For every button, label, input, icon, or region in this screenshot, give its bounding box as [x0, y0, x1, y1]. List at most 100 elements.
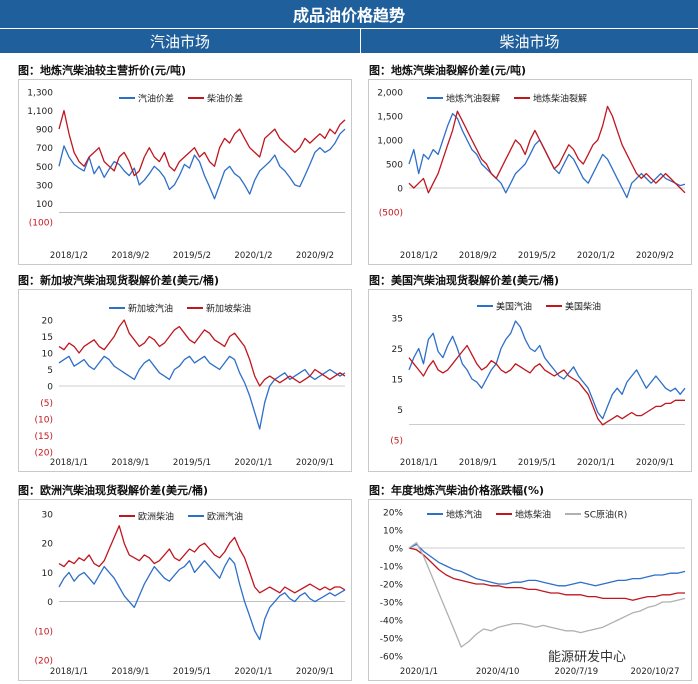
y-tick-label: (10): [35, 627, 53, 637]
chart-title-crack-cny: 图：地炼汽柴油裂解价差(元/吨): [369, 64, 527, 77]
x-tick-label: 2020/1/1: [234, 458, 272, 468]
x-tick-label: 2020/1/1: [234, 667, 272, 677]
y-tick-label: 0: [47, 598, 53, 608]
y-tick-label: 900: [36, 126, 53, 136]
gasoline-market-header: 汽油市场: [0, 28, 360, 53]
legend-label: SC原油(R): [584, 509, 627, 521]
chart-europe: 30 20 10 0 (10) (20)2018/1/1 2018/9/1 2019/5/1 2…: [35, 511, 346, 677]
legend-label: 欧洲柴油: [138, 511, 174, 523]
y-tick-label: -40%: [380, 617, 404, 627]
legend-label: 柴油价差: [207, 93, 243, 105]
y-tick-label: 25: [392, 345, 403, 355]
x-tick-label: 2020/9/1: [636, 458, 674, 468]
legend-label: 新加坡汽油: [128, 303, 173, 315]
series-line-1: [408, 344, 685, 426]
series-line-1: [58, 109, 346, 177]
series-line-1: [408, 547, 685, 601]
page-title: 成品油价格趋势: [0, 0, 698, 28]
y-tick-label: 0: [47, 383, 53, 393]
x-tick-label: 2020/1/1: [577, 458, 615, 468]
y-tick-label: 0%: [389, 545, 404, 555]
x-tick-label: 2020/10/27: [631, 667, 680, 677]
y-tick-label: 10%: [383, 527, 403, 537]
x-tick-label: 2018/9/2: [111, 251, 149, 261]
y-tick-label: (10): [35, 416, 53, 426]
legend-label: 欧洲汽油: [207, 511, 243, 523]
x-tick-label: 2018/1/2: [400, 251, 438, 261]
x-tick-label: 2018/1/2: [50, 251, 88, 261]
y-tick-label: -30%: [380, 599, 404, 609]
y-tick-label: -10%: [380, 563, 404, 573]
watermark-text: 能源研发中心: [548, 650, 627, 665]
diesel-market-header: 柴油市场: [361, 28, 698, 53]
x-tick-label: 2020/9/1: [296, 458, 334, 468]
y-tick-label: (15): [35, 432, 53, 442]
x-tick-label: 2018/9/1: [111, 667, 149, 677]
x-tick-label: 2019/5/1: [518, 458, 556, 468]
series-line-0: [408, 543, 686, 587]
chart-title-us: 图：美国汽柴油现货裂解价差(美元/桶): [369, 274, 560, 287]
legend-label: 美国柴油: [565, 301, 601, 313]
x-tick-label: 2020/1/1: [400, 667, 438, 677]
x-tick-label: 2018/9/1: [459, 458, 497, 468]
legend-label: 地炼汽油: [446, 509, 482, 521]
chart-title-singapore: 图：新加坡汽柴油现货裂解价差(美元/桶): [18, 274, 220, 287]
y-tick-label: 2,000: [377, 89, 403, 99]
y-tick-label: 1,100: [27, 107, 53, 117]
chart-us: 35 25 15 5 (5) 2018/1/1 2018/9/1 2019/5/1 2020/1…: [390, 301, 686, 468]
y-tick-label: (500): [379, 209, 403, 219]
y-tick-label: 20: [42, 317, 54, 327]
y-tick-label: -60%: [380, 653, 404, 663]
x-tick-label: 2020/1/2: [577, 251, 615, 261]
y-tick-label: 500: [386, 161, 403, 171]
x-tick-label: 2020/9/2: [296, 251, 334, 261]
y-tick-label: 5: [397, 406, 403, 416]
y-tick-label: (20): [35, 657, 53, 667]
chart-panel-annual-change: 20% 10% 0% -10% -20% -30% -40% -50% -60% 2020/1/1…: [368, 499, 692, 681]
chart-panel-crack-cny: 2,000 1,500 1,000 500 0 (500) 2018/1/2 2018/9/2…: [368, 79, 692, 265]
x-tick-label: 2018/9/2: [459, 251, 497, 261]
y-tick-label: (100): [29, 219, 53, 229]
x-tick-label: 2019/5/2: [173, 251, 211, 261]
series-line-1: [408, 105, 686, 194]
y-tick-label: (5): [390, 437, 403, 447]
chart-crack-cny: 2,000 1,500 1,000 500 0 (500) 2018/1/2 2018/9/2…: [377, 89, 686, 261]
y-tick-label: 10: [42, 350, 54, 360]
y-tick-label: 5: [47, 366, 53, 376]
y-tick-label: 1,300: [27, 89, 53, 99]
x-tick-label: 2018/1/1: [50, 458, 88, 468]
chart-annual-change: 20% 10% 0% -10% -20% -30% -40% -50% -60% 2020/1/1…: [380, 509, 686, 677]
y-tick-label: 1,000: [377, 137, 403, 147]
legend-label: 汽油价差: [138, 93, 174, 105]
x-tick-label: 2020/1/2: [234, 251, 272, 261]
legend-label: 新加坡柴油: [206, 303, 251, 315]
header-divider: [360, 28, 361, 52]
legend-label: 地炼汽油裂解: [446, 93, 500, 105]
x-tick-label: 2020/7/19: [555, 667, 599, 677]
x-tick-label: 2019/5/2: [518, 251, 556, 261]
chart-title-annual-change: 图：年度地炼汽柴油价格涨跌幅(%): [369, 484, 545, 497]
legend-label: 地炼柴油裂解: [533, 93, 587, 105]
x-tick-label: 2018/1/1: [400, 458, 438, 468]
y-tick-label: 1,500: [377, 113, 403, 123]
x-tick-label: 2019/5/1: [173, 667, 211, 677]
y-tick-label: 15: [42, 333, 53, 343]
y-tick-label: 30: [42, 511, 54, 521]
x-tick-label: 2020/4/10: [476, 667, 520, 677]
legend-label: 美国汽油: [496, 301, 532, 313]
y-tick-label: (5): [40, 399, 53, 409]
series-line-1: [58, 319, 346, 387]
series-line-0: [58, 128, 346, 200]
series-line-1: [58, 557, 346, 641]
y-tick-label: 0: [397, 185, 403, 195]
series-line-0: [58, 525, 346, 594]
chart-title-europe: 图：欧洲汽柴油现货裂解价差(美元/桶): [18, 484, 209, 497]
y-tick-label: 700: [36, 144, 53, 154]
x-tick-label: 2018/9/1: [111, 458, 149, 468]
y-tick-label: 35: [392, 315, 403, 325]
y-tick-label: 500: [36, 163, 53, 173]
chart-panel-europe: 30 20 10 0 (10) (20) 2018/1/1 2018/9/1 2019/5/1 2…: [18, 499, 352, 681]
legend-label: 地炼柴油: [515, 509, 551, 521]
x-tick-label: 2020/9/2: [636, 251, 674, 261]
y-tick-label: (20): [35, 449, 53, 459]
